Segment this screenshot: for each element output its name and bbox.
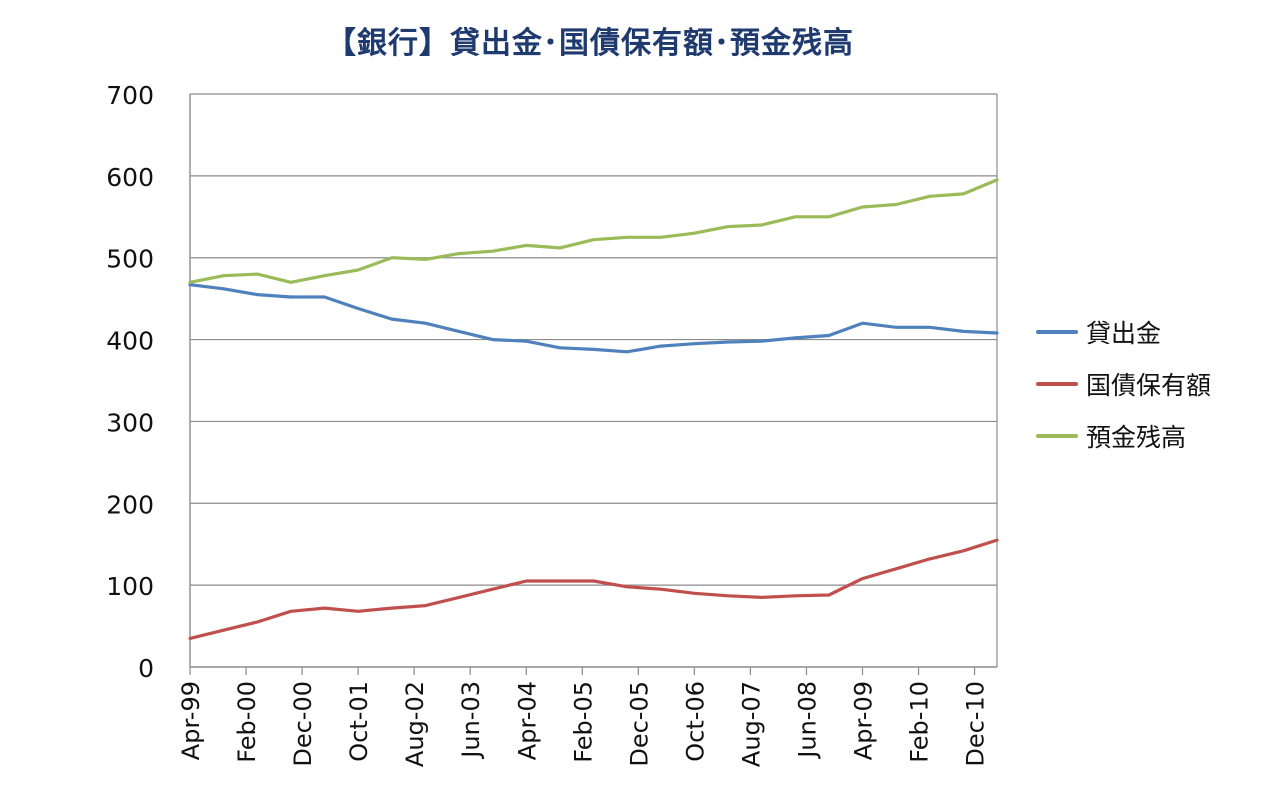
x-tick-label: Apr-04 bbox=[513, 681, 541, 760]
x-tick-label: Feb-10 bbox=[906, 681, 934, 763]
x-tick-label: Dec-05 bbox=[625, 681, 653, 767]
legend-label: 預金残高 bbox=[1086, 423, 1187, 452]
series-line-3 bbox=[188, 178, 999, 284]
chart-title: 【銀行】貸出金･国債保有額･預金残高 bbox=[326, 26, 854, 61]
series-line-1 bbox=[188, 283, 999, 354]
legend-swatch bbox=[1036, 434, 1078, 438]
y-tick-label: 400 bbox=[106, 327, 154, 356]
legend-swatch bbox=[1036, 382, 1078, 386]
x-tick-label: Aug-07 bbox=[737, 681, 765, 767]
legend-item: 貸出金 bbox=[1036, 306, 1211, 358]
gridlines bbox=[190, 93, 998, 667]
x-tick-label: Jun-08 bbox=[793, 681, 821, 760]
legend-label: 貸出金 bbox=[1086, 319, 1162, 348]
y-tick-label: 0 bbox=[138, 654, 154, 683]
x-tick-label: Apr-99 bbox=[177, 681, 205, 760]
x-tick-label: Oct-06 bbox=[681, 681, 709, 762]
x-tick-label: Feb-00 bbox=[233, 681, 261, 763]
x-tick-label: Apr-09 bbox=[850, 681, 878, 760]
x-tick-label: Oct-01 bbox=[345, 681, 373, 762]
y-tick-label: 500 bbox=[106, 245, 154, 274]
y-tick-label: 100 bbox=[106, 572, 154, 601]
y-tick-label: 600 bbox=[106, 163, 154, 192]
x-tick-label: Dec-00 bbox=[289, 681, 317, 767]
legend-label: 国債保有額 bbox=[1086, 371, 1212, 400]
legend: 貸出金国債保有額預金残高 bbox=[1036, 306, 1211, 462]
legend-swatch bbox=[1036, 330, 1078, 334]
x-tick-label: Jun-03 bbox=[457, 681, 485, 760]
y-tick-label: 700 bbox=[106, 81, 154, 110]
y-tick-label: 200 bbox=[106, 490, 154, 519]
axes: 0 100 200 300 400 500 600 700 Apr-99 Feb-00 Dec-00… bbox=[106, 81, 997, 767]
legend-item: 預金残高 bbox=[1036, 410, 1211, 462]
series-line-2 bbox=[188, 538, 999, 641]
y-tick-label: 300 bbox=[106, 408, 154, 437]
legend-item: 国債保有額 bbox=[1036, 358, 1211, 410]
series-lines bbox=[188, 178, 999, 641]
x-tick-label: Aug-02 bbox=[401, 681, 429, 767]
x-tick-label: Dec-10 bbox=[962, 681, 990, 767]
x-tick-label: Feb-05 bbox=[569, 681, 597, 763]
